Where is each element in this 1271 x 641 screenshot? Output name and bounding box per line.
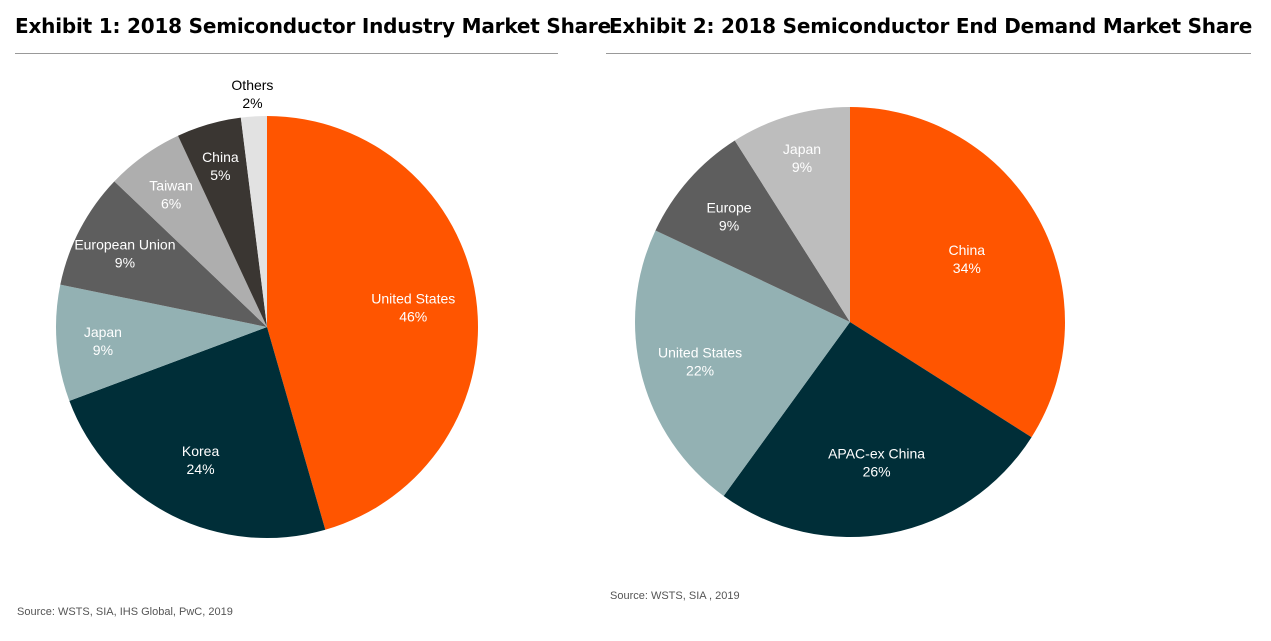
exhibit-1-value-others: 2% bbox=[242, 95, 262, 111]
exhibit-2-label-united-states: United States bbox=[658, 344, 742, 360]
exhibit-2-label-china: China bbox=[949, 242, 986, 258]
exhibit-2-slice-united-states bbox=[635, 230, 850, 496]
exhibit-1-label-korea: Korea bbox=[182, 443, 220, 459]
exhibit-1-label-taiwan: Taiwan bbox=[149, 177, 193, 193]
exhibit-2-slice-apac-ex-china bbox=[723, 322, 1032, 537]
exhibit-1-slice-taiwan bbox=[114, 135, 268, 327]
exhibit-1-label-japan: Japan bbox=[84, 324, 122, 340]
exhibit-2-value-united-states: 22% bbox=[686, 362, 714, 378]
exhibit-2-title-rule bbox=[606, 53, 1251, 54]
exhibit-2-slice-japan bbox=[734, 107, 850, 322]
exhibit-1-source: Source: WSTS, SIA, IHS Global, PwC, 2019 bbox=[17, 606, 233, 618]
exhibit-1-slice-china bbox=[177, 117, 267, 327]
exhibit-2-value-japan: 9% bbox=[792, 159, 812, 175]
exhibit-1-label-european-union: European Union bbox=[74, 237, 175, 253]
exhibit-2-value-apac-ex-china: 26% bbox=[863, 463, 891, 479]
exhibit-1-value-japan: 9% bbox=[93, 342, 113, 358]
exhibit-1-title-rule bbox=[15, 53, 558, 54]
exhibit-1-value-european-union: 9% bbox=[115, 255, 135, 271]
exhibit-1-label-others: Others bbox=[231, 77, 273, 93]
exhibit-1-slice-korea bbox=[69, 327, 326, 538]
exhibit-1-slice-european-union bbox=[60, 181, 268, 327]
exhibit-2-label-europe: Europe bbox=[706, 199, 751, 215]
exhibit-1-slice-others bbox=[240, 116, 267, 327]
exhibit-1-value-united-states: 46% bbox=[399, 308, 427, 324]
exhibit-1-label-china: China bbox=[202, 149, 239, 165]
exhibit-2-slice-europe bbox=[655, 140, 850, 322]
exhibit-1-label-united-states: United States bbox=[371, 290, 455, 306]
exhibit-2-value-china: 34% bbox=[953, 260, 981, 276]
exhibit-1-value-korea: 24% bbox=[187, 461, 215, 477]
exhibit-2-source: Source: WSTS, SIA , 2019 bbox=[610, 590, 740, 602]
exhibit-1-value-china: 5% bbox=[210, 167, 230, 183]
exhibit-1-slice-japan bbox=[55, 284, 268, 401]
exhibit-2-slice-china bbox=[850, 107, 1065, 438]
exhibit-2-label-japan: Japan bbox=[783, 141, 821, 157]
exhibit-2-label-apac-ex-china: APAC-ex China bbox=[828, 445, 925, 461]
exhibit-2-value-europe: 9% bbox=[719, 217, 739, 233]
exhibit-1-slice-united-states bbox=[267, 116, 478, 530]
exhibit-1-title: Exhibit 1: 2018 Semiconductor Industry M… bbox=[15, 14, 611, 38]
exhibit-2-title: Exhibit 2: 2018 Semiconductor End Demand… bbox=[609, 14, 1253, 38]
exhibit-1-value-taiwan: 6% bbox=[161, 195, 181, 211]
